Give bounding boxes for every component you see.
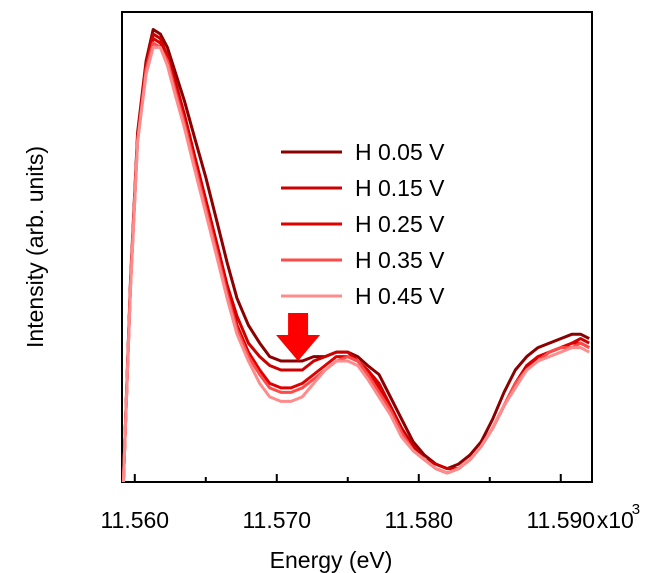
legend-label: H 0.25 V <box>355 211 445 237</box>
x-axis-multiplier: x10 <box>597 507 634 533</box>
legend: H 0.05 V H 0.15 V H 0.25 V H 0.35 V H 0.45 V <box>281 139 445 309</box>
down-arrow-icon <box>276 313 321 362</box>
y-axis-title: Intensity (arb. units) <box>22 146 48 348</box>
x-tick-label: 11.580 <box>384 507 453 533</box>
plot-border <box>121 11 593 483</box>
x-axis-title: Energy (eV) <box>270 547 393 573</box>
annotation-layer <box>276 313 321 362</box>
legend-label: H 0.05 V <box>355 139 445 165</box>
x-axis-multiplier-exponent: 3 <box>632 501 640 518</box>
legend-label: H 0.35 V <box>355 247 445 273</box>
legend-label: H 0.15 V <box>355 175 445 201</box>
series-line-5 <box>121 45 590 483</box>
series-layer <box>121 28 590 483</box>
x-tick-label: 11.560 <box>100 507 169 533</box>
x-tick-label: 11.590 <box>526 507 595 533</box>
x-tick-label: 11.570 <box>242 507 311 533</box>
plot-frame <box>121 11 593 483</box>
legend-label: H 0.45 V <box>355 283 445 309</box>
